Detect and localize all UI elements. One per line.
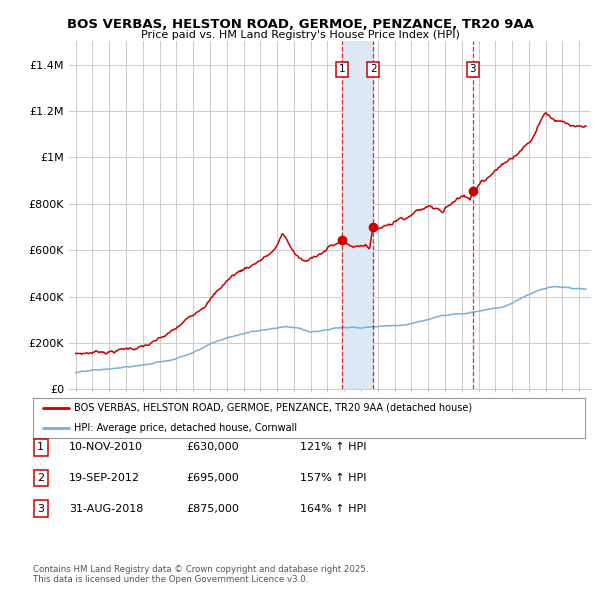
Text: £695,000: £695,000 [186, 473, 239, 483]
Text: £875,000: £875,000 [186, 504, 239, 513]
Text: Contains HM Land Registry data © Crown copyright and database right 2025.
This d: Contains HM Land Registry data © Crown c… [33, 565, 368, 584]
Text: BOS VERBAS, HELSTON ROAD, GERMOE, PENZANCE, TR20 9AA: BOS VERBAS, HELSTON ROAD, GERMOE, PENZAN… [67, 18, 533, 31]
Text: 2: 2 [370, 64, 376, 74]
Text: 164% ↑ HPI: 164% ↑ HPI [300, 504, 367, 513]
Text: 1: 1 [37, 442, 44, 452]
Bar [342, 41, 373, 389]
Text: 1: 1 [338, 64, 345, 74]
Text: Price paid vs. HM Land Registry's House Price Index (HPI): Price paid vs. HM Land Registry's House … [140, 30, 460, 40]
Text: 10-NOV-2010: 10-NOV-2010 [69, 442, 143, 452]
Text: £630,000: £630,000 [186, 442, 239, 452]
Text: 157% ↑ HPI: 157% ↑ HPI [300, 473, 367, 483]
Text: 3: 3 [37, 504, 44, 513]
Text: 19-SEP-2012: 19-SEP-2012 [69, 473, 140, 483]
Text: 31-AUG-2018: 31-AUG-2018 [69, 504, 143, 513]
Text: 3: 3 [470, 64, 476, 74]
Text: 2: 2 [37, 473, 44, 483]
Text: BOS VERBAS, HELSTON ROAD, GERMOE, PENZANCE, TR20 9AA (detached house): BOS VERBAS, HELSTON ROAD, GERMOE, PENZAN… [74, 403, 473, 412]
Text: HPI: Average price, detached house, Cornwall: HPI: Average price, detached house, Corn… [74, 423, 298, 432]
Text: 121% ↑ HPI: 121% ↑ HPI [300, 442, 367, 452]
